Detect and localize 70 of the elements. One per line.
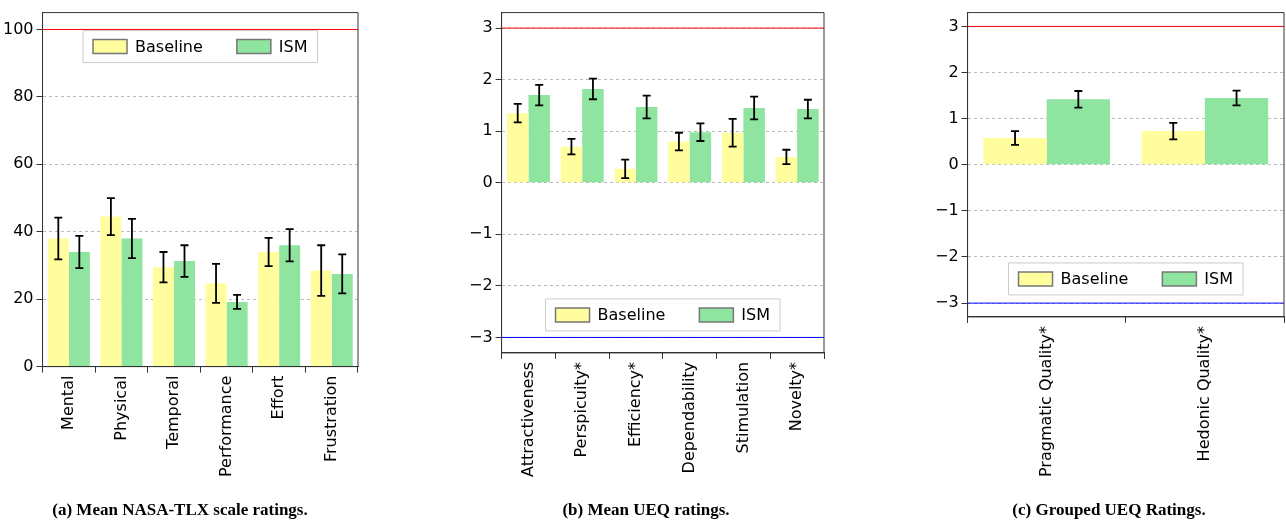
bar [721,132,744,183]
y-tick-label: −1 [934,200,959,220]
x-tick-label: Frustration [320,375,340,463]
y-tick-label: 60 [13,153,34,173]
bar [47,238,69,367]
bar [258,251,280,367]
bar [152,267,174,367]
y-tick-label: 1 [948,107,959,127]
legend-label: Baseline [1060,269,1129,289]
text: (a) Mean NASA-TLX scale ratings. [51,500,309,520]
x-tick-label: Dependability [678,361,698,474]
legend-label: ISM [1204,269,1234,289]
legend-label: Baseline [135,36,203,56]
legend-label: ISM [278,36,308,56]
x-tick-label: Stimulation [732,361,752,454]
bar [205,283,227,367]
bar [689,132,712,183]
x-tick-label: Temporal [163,375,183,450]
y-tick-label: −1 [468,223,493,243]
bar [1141,131,1205,165]
y-tick-label: 3 [948,15,959,35]
y-tick-label: −2 [468,275,493,295]
y-tick-label: 0 [948,153,959,173]
y-tick-label: 40 [13,220,34,240]
bar [310,270,332,367]
y-tick-label: 3 [482,17,493,37]
bar [635,106,658,183]
y-tick-label: −2 [934,246,959,266]
bar [775,156,798,183]
x-tick-label: Pragmatic Quality* [1035,325,1055,478]
y-tick-label: 0 [23,355,34,375]
bar [743,107,765,183]
y-tick-label: 80 [13,86,34,106]
text: (c) Grouped UEQ Ratings. [1011,500,1207,520]
x-tick-label: Effort [268,375,288,420]
x-tick-label: Performance [215,375,235,477]
bar [983,138,1047,165]
text: (b) Mean UEQ ratings. [561,500,731,520]
bar [506,113,529,183]
legend-label: ISM [741,305,771,325]
y-tick-label: 1 [482,120,493,140]
bar [797,109,819,183]
y-tick-label: −3 [468,326,493,346]
x-tick-label: Physical [110,375,130,441]
bar [528,95,550,183]
y-tick-label: 2 [482,68,493,88]
bar [1204,97,1269,165]
y-tick-label: 0 [482,171,493,191]
y-tick-label: 100 [2,18,34,38]
bar [1046,99,1110,165]
x-tick-label: Efficiency* [625,361,645,447]
x-tick-label: Attractiveness [517,361,537,477]
x-tick-label: Perspicuity* [571,361,591,458]
y-tick-label: 2 [948,61,959,81]
bar [582,88,604,183]
bar [68,251,90,367]
x-tick-label: Hedonic Quality* [1194,325,1214,462]
bar [100,216,122,367]
x-tick-label: Mental [57,375,77,430]
x-tick-label: Novelty* [786,361,806,432]
bar [279,245,301,367]
bar [331,273,353,367]
y-tick-label: −3 [934,292,959,312]
legend-label: Baseline [597,305,666,325]
bar [121,238,143,367]
y-tick-label: 20 [13,288,34,308]
bar [173,261,196,367]
bar [668,141,690,183]
bar [560,146,583,183]
bar [226,301,248,367]
